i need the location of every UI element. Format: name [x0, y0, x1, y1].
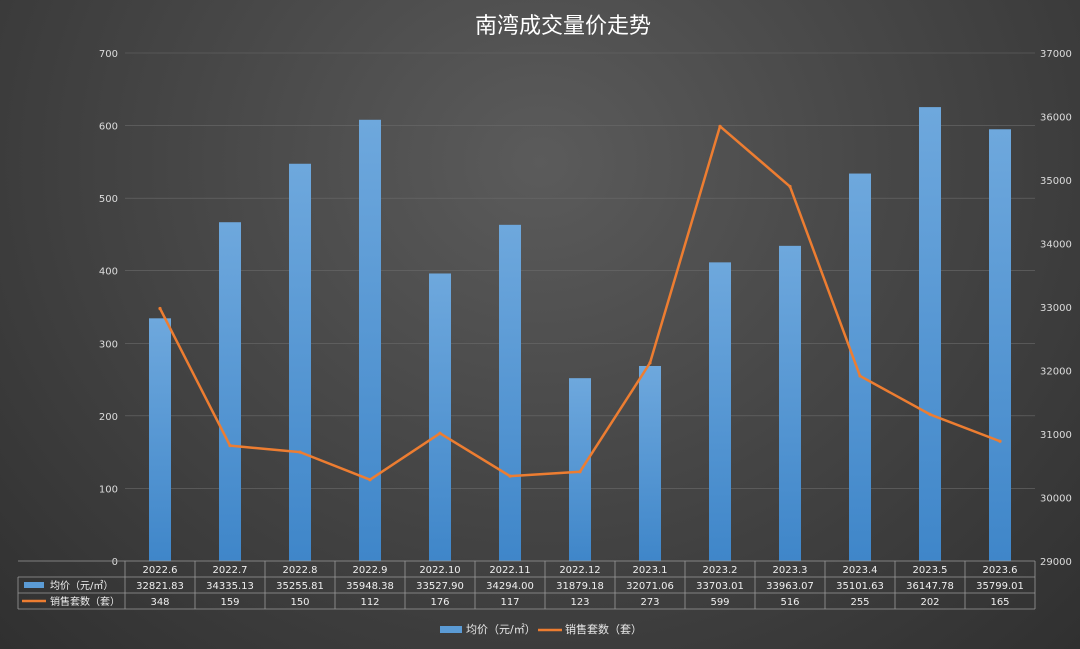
bar-value-label: 32821.83: [136, 581, 184, 592]
line-value-label: 159: [220, 597, 239, 608]
legend-key-bar: [440, 626, 462, 633]
bar-value-label: 35255.81: [276, 581, 324, 592]
right-axis-tick-label: 33000: [1040, 303, 1072, 314]
line-point: [298, 450, 302, 454]
line-point: [858, 374, 862, 378]
line-point: [998, 439, 1002, 443]
category-label: 2022.9: [353, 565, 388, 576]
table-key-bar: [24, 582, 44, 588]
line-point: [928, 412, 932, 417]
gridlines: [125, 52, 1035, 489]
bar: [709, 262, 731, 561]
right-axis-tick-label: 37000: [1040, 49, 1072, 60]
bar: [429, 273, 451, 561]
right-axis-tick-label: 34000: [1040, 240, 1072, 251]
category-label: 2023.5: [913, 565, 948, 576]
category-label: 2022.11: [489, 565, 530, 576]
bar-value-label: 34335.13: [206, 581, 254, 592]
bar: [149, 318, 171, 561]
left-axis-tick-label: 300: [99, 339, 118, 350]
line-value-label: 123: [570, 597, 589, 608]
right-axis-tick-label: 36000: [1040, 113, 1072, 124]
bar: [639, 365, 661, 561]
legend-label-bar: 均价（元/㎡）: [466, 623, 536, 636]
category-label: 2022.10: [419, 565, 460, 576]
line-value-label: 117: [500, 597, 519, 608]
line-point: [158, 306, 162, 311]
bar-value-label: 31879.18: [556, 581, 604, 592]
bar-value-label: 35101.63: [836, 581, 884, 592]
right-axis-tick-label: 31000: [1040, 430, 1072, 441]
bar-value-label: 34294.00: [486, 581, 534, 592]
right-axis-tick-label: 30000: [1040, 494, 1072, 505]
left-axis-tick-label: 600: [99, 122, 118, 133]
left-axis-tick-label: 700: [99, 49, 118, 60]
category-label: 2022.12: [559, 565, 600, 576]
legend-label-line: 销售套数（套）: [565, 622, 642, 636]
line-value-label: 165: [990, 597, 1009, 608]
line-point: [438, 431, 442, 435]
line-point: [508, 474, 512, 478]
bar-value-label: 35948.38: [346, 581, 394, 592]
bar: [219, 222, 241, 561]
line-value-label: 176: [430, 597, 449, 608]
category-label: 2023.3: [773, 565, 808, 576]
right-axis-tick-label: 35000: [1040, 176, 1072, 187]
bar-value-label: 36147.78: [906, 581, 954, 592]
line-value-label: 112: [360, 597, 379, 608]
left-axis-tick-label: 0: [112, 557, 118, 568]
line-value-label: 150: [290, 597, 309, 608]
line-series: [158, 124, 1002, 482]
line-value-label: 202: [920, 597, 939, 608]
bar: [779, 245, 801, 561]
line-point: [368, 478, 372, 482]
bar-series: [149, 107, 1011, 562]
line-point: [788, 184, 792, 189]
line-value-label: 273: [640, 597, 659, 608]
category-label: 2022.8: [283, 565, 318, 576]
bar-value-label: 33703.01: [696, 581, 744, 592]
bar: [289, 163, 311, 562]
right-axis: 29000 30000 31000 32000 33000 34000 35000 36000…: [1040, 49, 1072, 568]
left-axis-tick-label: 100: [99, 484, 118, 495]
bar: [989, 129, 1011, 561]
bar-value-label: 32071.06: [626, 581, 674, 592]
line-value-label: 255: [850, 597, 869, 608]
bar: [359, 119, 381, 562]
left-axis-tick-label: 400: [99, 267, 118, 278]
bar-value-label: 33963.07: [766, 581, 814, 592]
category-label: 2023.6: [983, 565, 1018, 576]
category-label: 2023.2: [703, 565, 738, 576]
legend: 均价（元/㎡） 销售套数（套）: [440, 622, 642, 636]
right-axis-tick-label: 32000: [1040, 367, 1072, 378]
line-point: [578, 470, 582, 474]
category-label: 2023.1: [633, 565, 668, 576]
category-label: 2023.4: [843, 565, 878, 576]
left-axis-tick-label: 500: [99, 194, 118, 205]
bar: [849, 173, 871, 561]
category-label: 2022.7: [213, 565, 248, 576]
chart-title: 南湾成交量价走势: [475, 14, 651, 39]
data-table: 2022.6 32821.83 348 2022.7 34335.13 159 2022.8…: [17, 560, 1036, 610]
bar-value-label: 33527.90: [416, 581, 464, 592]
line-value-label: 348: [150, 597, 169, 608]
line-point: [228, 444, 232, 448]
bar: [919, 107, 941, 561]
bar-value-label: 35799.01: [976, 581, 1024, 592]
right-axis-tick-label: 29000: [1040, 557, 1072, 568]
line-value-label: 516: [780, 597, 799, 608]
table-row-header-line: 销售套数（套）: [50, 595, 120, 608]
bar: [499, 224, 521, 561]
left-axis: 0 100 200 300 400 500 600 700: [99, 49, 118, 568]
line-point: [648, 361, 652, 365]
line-point: [718, 124, 722, 128]
line-value-label: 599: [710, 597, 729, 608]
category-label: 2022.6: [143, 565, 178, 576]
table-row-header-bar: 均价（元/㎡）: [50, 580, 113, 592]
left-axis-tick-label: 200: [99, 412, 118, 423]
